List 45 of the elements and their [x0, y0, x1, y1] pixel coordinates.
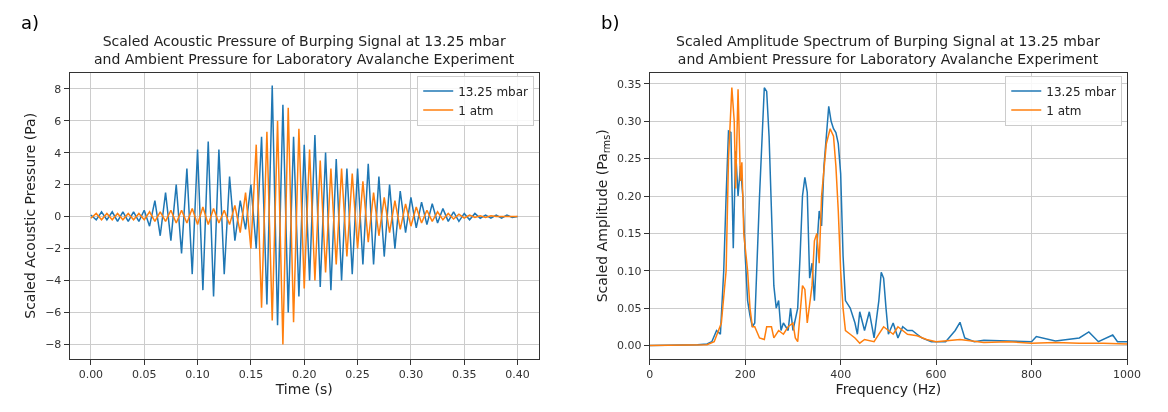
line-series [649, 86, 1128, 347]
y-tick-label: −6 [45, 306, 62, 320]
x-tick-label: 0.10 [185, 368, 210, 382]
x-tick-label: 0.35 [451, 368, 477, 382]
x-tick-label: 0.15 [238, 368, 264, 382]
x-tick-label: 1000 [1113, 368, 1142, 382]
x-tick-label: 200 [734, 368, 756, 382]
y-tick-label: 0.00 [617, 339, 642, 353]
legend-label: 13.25 mbar [1046, 84, 1117, 99]
y-tick-label: 0.15 [617, 227, 642, 241]
legend-label: 1 atm [1046, 103, 1082, 118]
x-axis-title: Frequency (Hz) [835, 381, 942, 398]
x-tick-label: 0.30 [398, 368, 424, 382]
y-tick-label: −8 [45, 338, 62, 352]
y-tick-label: 8 [54, 82, 62, 96]
x-tick-label: 0.00 [78, 368, 104, 382]
x-axis-title: Time (s) [274, 381, 333, 398]
x-tick-label: 0.05 [131, 368, 157, 382]
x-tick-label: 0.25 [345, 368, 370, 382]
legend-label: 13.25 mbar [458, 84, 529, 99]
y-tick-label: 0.25 [617, 152, 642, 166]
x-tick-label: 0 [646, 368, 654, 382]
y-tick-label: 4 [54, 146, 62, 160]
y-axis-title: Scaled Acoustic Pressure (Pa) [21, 112, 38, 319]
chart-title: Scaled Acoustic Pressure of Burping Signal at 13.25 mbar and Ambient Pressure for Laboratory Avalanche Experiment [94, 33, 515, 68]
x-tick-label: 0.20 [291, 368, 317, 382]
y-tick-label: 6 [54, 114, 62, 128]
x-tick-label: 800 [1021, 368, 1043, 382]
x-tick-label: 0.40 [505, 368, 530, 382]
x-tick-label: 600 [925, 368, 947, 382]
chart-title: Scaled Amplitude Spectrum of Burping Signal at 13.25 mbar and Ambient Pressure for Laboratory Avalanche Experiment [676, 33, 1101, 68]
y-tick-label: −4 [45, 274, 62, 288]
y-tick-label: 0.20 [617, 189, 642, 203]
x-tick-label: 400 [830, 368, 852, 382]
text: b) [601, 12, 620, 33]
y-tick-label: 0 [54, 210, 62, 224]
legend-label: 1 atm [458, 103, 494, 118]
line-series [90, 107, 519, 346]
y-tick-label: −2 [45, 242, 62, 256]
y-tick-label: 0.05 [617, 301, 642, 315]
y-tick-label: 0.10 [617, 264, 642, 278]
y-tick-label: 0.35 [617, 77, 642, 91]
y-tick-label: 0.30 [617, 115, 642, 129]
y-tick-label: 2 [54, 178, 62, 192]
text: a) [21, 12, 40, 33]
